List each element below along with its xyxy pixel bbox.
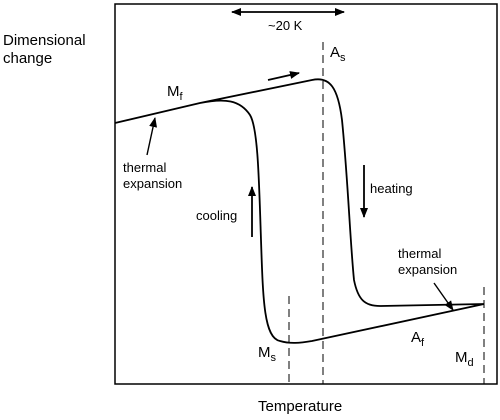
y-axis-title: Dimensional change bbox=[3, 32, 86, 68]
thermal-expansion-left-label: thermal expansion bbox=[123, 160, 182, 191]
as-label: As bbox=[330, 44, 346, 64]
heating-label: heating bbox=[370, 181, 413, 196]
y-axis-title-line2: change bbox=[3, 50, 53, 67]
upper-arrow bbox=[267, 71, 300, 81]
thermal-expansion-right-label: thermal expansion bbox=[398, 246, 457, 277]
md-label: Md bbox=[455, 349, 474, 369]
hysteresis-width-label: ~20 K bbox=[268, 18, 303, 33]
ms-label: Ms bbox=[258, 344, 277, 364]
thermal-expansion-left-arrow bbox=[146, 117, 158, 156]
mf-label: Mf bbox=[167, 83, 184, 103]
x-axis-title: Temperature bbox=[258, 398, 343, 415]
af-label: Af bbox=[411, 329, 425, 349]
hysteresis-curve bbox=[114, 78, 485, 344]
thermal-expansion-right-arrow bbox=[433, 282, 454, 311]
plot-frame bbox=[114, 3, 498, 385]
cooling-label: cooling bbox=[196, 208, 237, 223]
y-axis-title-line1: Dimensional bbox=[3, 32, 86, 49]
